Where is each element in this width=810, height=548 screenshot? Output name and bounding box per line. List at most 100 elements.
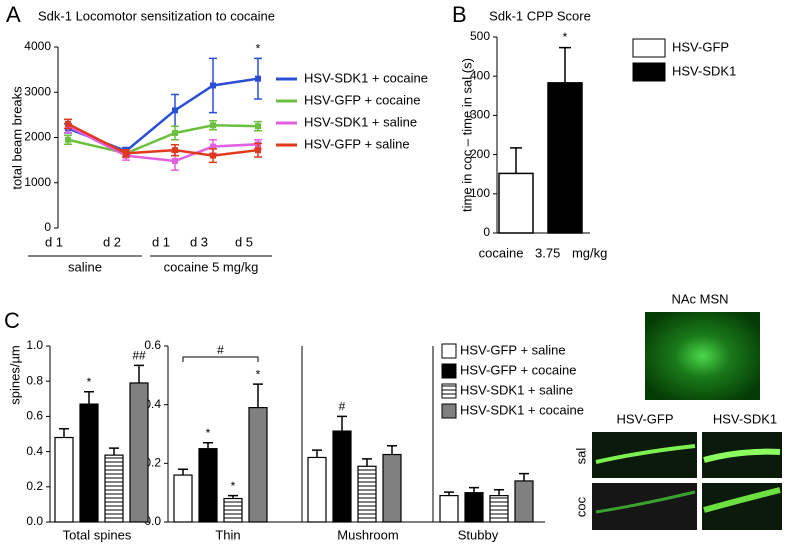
image-column-label: HSV-GFP	[616, 411, 673, 426]
bar	[439, 495, 459, 523]
legend-label: HSV-SDK1 + cocaine	[460, 402, 584, 417]
bar	[382, 453, 402, 523]
legend-label: HSV-SDK1 + cocaine	[304, 70, 428, 85]
point	[65, 120, 71, 127]
y-tick-label: 0.6	[144, 338, 161, 352]
bar	[357, 465, 377, 523]
group-label: saline	[68, 259, 102, 274]
image-row-label: coc	[573, 496, 588, 517]
point	[172, 107, 178, 114]
point	[123, 150, 129, 157]
y-tick-label: 3000	[24, 84, 51, 98]
point	[255, 75, 261, 82]
dendrite	[703, 448, 781, 463]
bar	[104, 454, 124, 523]
annotation: #	[217, 343, 224, 357]
panel-label: B	[452, 2, 467, 27]
y-tick-label: 300	[470, 108, 490, 122]
point	[210, 122, 216, 129]
y-tick-label: 400	[470, 68, 490, 82]
panel-label: C	[4, 308, 20, 333]
bar	[79, 403, 99, 523]
legend-swatch	[441, 363, 457, 379]
bracket	[182, 356, 259, 362]
legend-swatch	[441, 343, 457, 359]
annotation: *	[256, 367, 261, 381]
y-tick-label: 1000	[24, 175, 51, 189]
y-tick-label: 0	[483, 225, 490, 239]
bar	[129, 382, 149, 523]
y-tick-label: 500	[470, 29, 490, 43]
image-column-label: HSV-SDK1	[713, 411, 777, 426]
bar	[332, 430, 352, 523]
legend-label: HSV-GFP + saline	[460, 342, 566, 357]
annotation: *	[563, 30, 568, 44]
legend-label: HSV-SDK1 + saline	[460, 382, 573, 397]
legend-label: HSV-SDK1	[672, 63, 736, 78]
series-line	[67, 122, 259, 157]
x-tick-label: d 3	[190, 234, 208, 249]
bar	[547, 82, 583, 234]
annotation: *	[231, 479, 236, 493]
y-axis-label: spines/µm	[7, 345, 22, 405]
bar	[514, 480, 534, 523]
y-tick-label: 2000	[24, 130, 51, 144]
point	[172, 129, 178, 136]
x-tick-label: d 5	[235, 234, 253, 249]
legend-label: HSV-GFP	[672, 39, 729, 54]
x-axis-label: cocaine 3.75 mg/kg	[479, 245, 608, 260]
annotation: ##	[132, 349, 146, 363]
y-axis-label: total beam breaks	[9, 86, 24, 190]
point	[255, 123, 261, 130]
annotation: #	[339, 400, 346, 414]
y-tick-label: 4000	[24, 39, 51, 53]
image-row-label: sal	[573, 448, 588, 465]
dendrite	[595, 444, 696, 464]
legend-label: HSV-GFP + saline	[304, 136, 410, 151]
point	[210, 152, 216, 159]
chart-title: Sdk-1 Locomotor sensitization to cocaine	[38, 8, 275, 23]
point	[65, 136, 71, 143]
legend-swatch	[632, 38, 666, 58]
bar	[223, 497, 243, 523]
y-tick-label: 0.4	[26, 444, 43, 458]
y-tick-label: 0	[44, 220, 51, 234]
bar	[173, 474, 193, 523]
bar	[248, 407, 268, 523]
dendrite	[703, 487, 781, 513]
dendrite	[595, 490, 696, 514]
bar	[307, 456, 327, 523]
y-tick-label: 100	[470, 186, 490, 200]
bar	[498, 172, 534, 234]
y-tick-label: 1.0	[26, 338, 43, 352]
legend-label: HSV-SDK1 + saline	[304, 114, 417, 129]
point	[255, 147, 261, 154]
group-label: cocaine 5 mg/kg	[164, 259, 259, 274]
x-tick-label: Total spines	[63, 527, 132, 542]
annotation: *	[206, 426, 211, 440]
series-line	[67, 125, 259, 163]
image-title: NAc MSN	[671, 291, 728, 306]
bar	[464, 492, 484, 523]
x-tick-label: d 1	[45, 234, 63, 249]
y-tick-label: 200	[470, 147, 490, 161]
bar	[489, 495, 509, 523]
legend-swatch	[632, 62, 666, 82]
point	[210, 143, 216, 150]
y-tick-label: 0.2	[26, 479, 43, 493]
y-tick-label: 0.8	[26, 373, 43, 387]
legend-label: HSV-GFP + cocaine	[304, 92, 420, 107]
x-tick-label: d 2	[103, 234, 121, 249]
bar	[54, 436, 74, 523]
x-tick-label: Stubby	[458, 527, 499, 542]
dendrite-image	[592, 483, 697, 530]
x-tick-label: d 1	[152, 234, 170, 249]
neuron-image	[645, 312, 760, 400]
point	[172, 147, 178, 154]
annotation: *	[87, 375, 92, 389]
legend-swatch	[441, 383, 457, 399]
dendrite-image	[592, 432, 697, 478]
y-axis-label: time in coc – time in sal (s)	[459, 58, 474, 212]
point	[210, 82, 216, 89]
chart-title: Sdk-1 CPP Score	[489, 8, 591, 23]
